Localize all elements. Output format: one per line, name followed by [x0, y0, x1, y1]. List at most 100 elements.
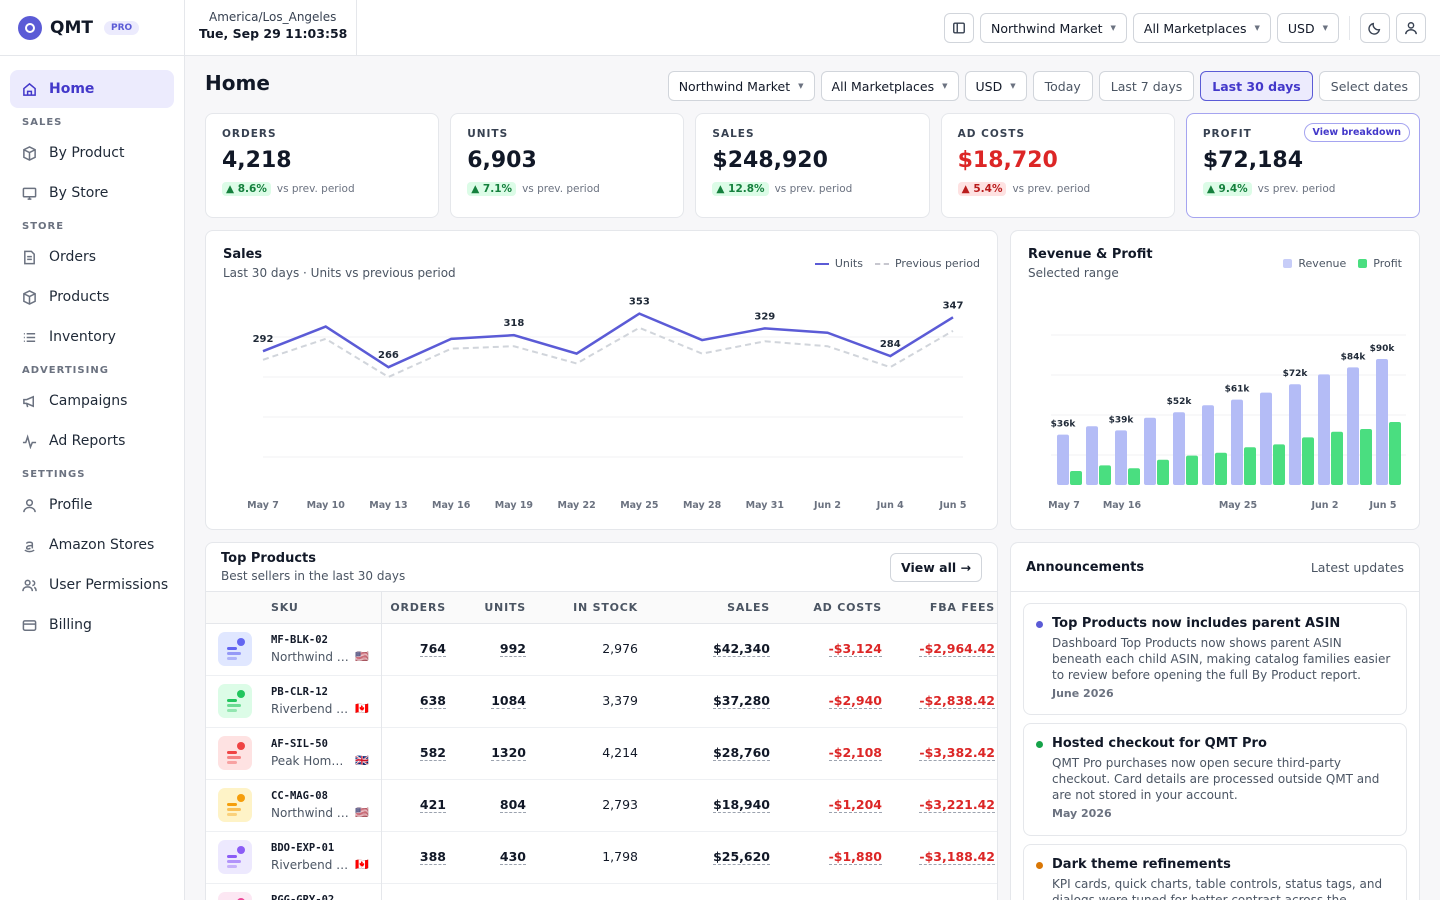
delta-note: vs prev. period: [276, 183, 355, 195]
range-7-days-button[interactable]: Last 7 days: [1098, 71, 1195, 101]
col-in-stock[interactable]: IN STOCK: [573, 601, 638, 614]
x-tick-label: May 16: [432, 500, 471, 511]
cell-stock: 3,379: [602, 693, 638, 708]
sku-code[interactable]: CC-MAG-08: [271, 790, 328, 802]
sku-code[interactable]: PB-CLR-12: [271, 686, 328, 698]
page-marketplace-select[interactable]: All Marketplaces ▼: [820, 71, 959, 101]
revenue-bar-chart: $36k May 7 $39k May 16 $52k $61k May 25 $72k Jun…: [1048, 334, 1406, 511]
table-row[interactable]: CC-MAG-08 Northwind Market 🇺🇸 421 804 2,793 $1…: [206, 780, 997, 832]
monitor-icon: [22, 187, 37, 200]
table-row[interactable]: PB-CLR-12 Riverbend Supply 🇨🇦 638 1084 3,379 $…: [206, 676, 997, 728]
sidebar-item-amazon-stores[interactable]: Amazon Stores: [10, 526, 174, 564]
sidebar-item-label: Amazon Stores: [49, 537, 155, 553]
sidebar-item-inventory[interactable]: Inventory: [10, 318, 174, 356]
cell-units: 430: [499, 849, 526, 865]
legend-revenue: Revenue: [1283, 257, 1346, 270]
sidebar-item-user-permissions[interactable]: User Permissions: [10, 566, 174, 604]
chart-legend: Units Previous period: [814, 257, 980, 270]
store-name: Northwind Market: [271, 806, 349, 820]
sidebar: QMT PRO Home SALES By Product By Store S…: [0, 0, 185, 900]
bar-revenue: [1376, 359, 1388, 485]
product-thumbnail: [218, 788, 252, 822]
sidebar-item-home[interactable]: Home: [10, 70, 174, 108]
sidebar-item-by-store[interactable]: By Store: [10, 174, 174, 212]
currency-select[interactable]: USD ▼: [1276, 13, 1339, 43]
delta-chip: ▲ 8.6%: [222, 182, 271, 196]
x-tick-label: May 25: [1219, 500, 1257, 511]
credit-card-icon: [22, 619, 37, 631]
cell-units: 992: [499, 641, 526, 657]
page-currency-select[interactable]: USD ▼: [964, 71, 1027, 101]
delta-note: vs prev. period: [1012, 183, 1091, 195]
table-row[interactable]: BDO-EXP-01 Riverbend Supply 🇨🇦 388 430 1,798 $…: [206, 832, 997, 884]
kpi-label: AD COSTS: [957, 128, 1026, 140]
toggle-sidebar-button[interactable]: [944, 13, 975, 43]
table-row[interactable]: MF-BLK-02 Northwind Market 🇺🇸 764 992 2,976 $4…: [206, 624, 997, 676]
col-orders[interactable]: ORDERS: [390, 601, 446, 614]
sidebar-item-by-product[interactable]: By Product: [10, 134, 174, 172]
account-button[interactable]: [1396, 13, 1426, 43]
sidebar-nav: Home SALES By Product By Store STORE Ord…: [0, 56, 184, 644]
sidebar-item-campaigns[interactable]: Campaigns: [10, 382, 174, 420]
country-flag-icon: 🇺🇸: [355, 650, 369, 663]
legend-previous: Previous period: [874, 257, 980, 270]
announcement-item[interactable]: Hosted checkout for QMT Pro QMT Pro purc…: [1023, 723, 1407, 836]
cell-fba: -$3,188.42: [919, 849, 995, 865]
view-all-button[interactable]: View all →: [890, 553, 982, 582]
theme-toggle-button[interactable]: [1360, 13, 1390, 43]
page-store-select[interactable]: Northwind Market ▼: [667, 71, 815, 101]
legend-label: Previous period: [894, 257, 980, 270]
delta-chip: ▲ 12.8%: [712, 182, 769, 196]
announcement-item[interactable]: Dark theme refinements KPI cards, quick …: [1023, 844, 1407, 900]
col-sku[interactable]: SKU: [271, 601, 299, 614]
brand[interactable]: QMT PRO: [0, 0, 184, 56]
select-dates-button[interactable]: Select dates: [1318, 71, 1420, 101]
col-units[interactable]: UNITS: [484, 601, 526, 614]
sidebar-item-label: Orders: [49, 249, 97, 265]
cell-ad: -$2,108: [828, 745, 882, 761]
range-30-days-button[interactable]: Last 30 days: [1200, 71, 1313, 101]
sidebar-item-billing[interactable]: Billing: [10, 606, 174, 644]
announcement-date: May 2026: [1052, 807, 1112, 820]
range-today-button[interactable]: Today: [1032, 71, 1093, 101]
delta-note: vs prev. period: [522, 183, 600, 195]
sidebar-item-orders[interactable]: Orders: [10, 238, 174, 276]
table-row[interactable]: AF-SIL-50 Peak Home Goods 🇬🇧 582 1320 4,214 $2…: [206, 728, 997, 780]
series-line-previous-period: [262, 326, 954, 379]
sidebar-item-profile[interactable]: Profile: [10, 486, 174, 524]
product-thumbnail: [218, 684, 252, 718]
kpi-row: ORDERS 4,218 ▲ 8.6% vs prev. period UNITS…: [205, 113, 1421, 218]
table-row[interactable]: PGG-GRY-02: [206, 884, 997, 900]
x-tick-label: May 16: [1103, 500, 1142, 511]
timezone-clock: America/Los_Angeles Tue, Sep 29 11:03:58: [185, 0, 357, 56]
country-flag-icon: 🇺🇸: [355, 806, 369, 819]
col-sales[interactable]: SALES: [727, 601, 770, 614]
cell-ad: -$3,124: [828, 641, 882, 657]
kpi-profit: PROFIT View breakdown $72,184 ▲ 9.4% vs p…: [1185, 113, 1421, 218]
announcement-item[interactable]: Top Products now includes parent ASIN Da…: [1023, 603, 1407, 715]
store-select[interactable]: Northwind Market ▼: [980, 13, 1127, 43]
kpi-units: UNITS 6,903 ▲ 7.1% vs prev. period: [450, 113, 685, 218]
sku-code[interactable]: MF-BLK-02: [271, 634, 328, 646]
sku-code[interactable]: PGG-GRY-02: [271, 894, 335, 900]
latest-updates-link[interactable]: Latest updates: [1310, 560, 1404, 575]
announcement-desc: QMT Pro purchases now open secure third-…: [1052, 756, 1380, 802]
x-tick-label: Jun 4: [876, 500, 904, 511]
data-label: 266: [378, 350, 399, 361]
col-fba-fees[interactable]: FBA FEES: [929, 601, 995, 614]
card-subtitle: Best sellers in the last 30 days: [221, 569, 406, 583]
cell-units: 1320: [491, 745, 526, 761]
sidebar-item-products[interactable]: Products: [10, 278, 174, 316]
sku-code[interactable]: BDO-EXP-01: [271, 842, 335, 854]
sidebar-item-ad-reports[interactable]: Ad Reports: [10, 422, 174, 460]
sku-code[interactable]: AF-SIL-50: [271, 738, 328, 750]
data-label: 347: [943, 300, 964, 311]
chart-title: Revenue & Profit: [1028, 247, 1153, 262]
view-breakdown-button[interactable]: View breakdown: [1303, 123, 1411, 142]
col-ad-costs[interactable]: AD COSTS: [813, 601, 882, 614]
cell-sales: $28,760: [713, 745, 770, 761]
bar-revenue: [1115, 430, 1127, 485]
marketplace-select[interactable]: All Marketplaces ▼: [1132, 13, 1271, 43]
kpi-delta: ▲ 9.4% vs prev. period: [1202, 182, 1403, 196]
user-icon: [1405, 22, 1417, 35]
